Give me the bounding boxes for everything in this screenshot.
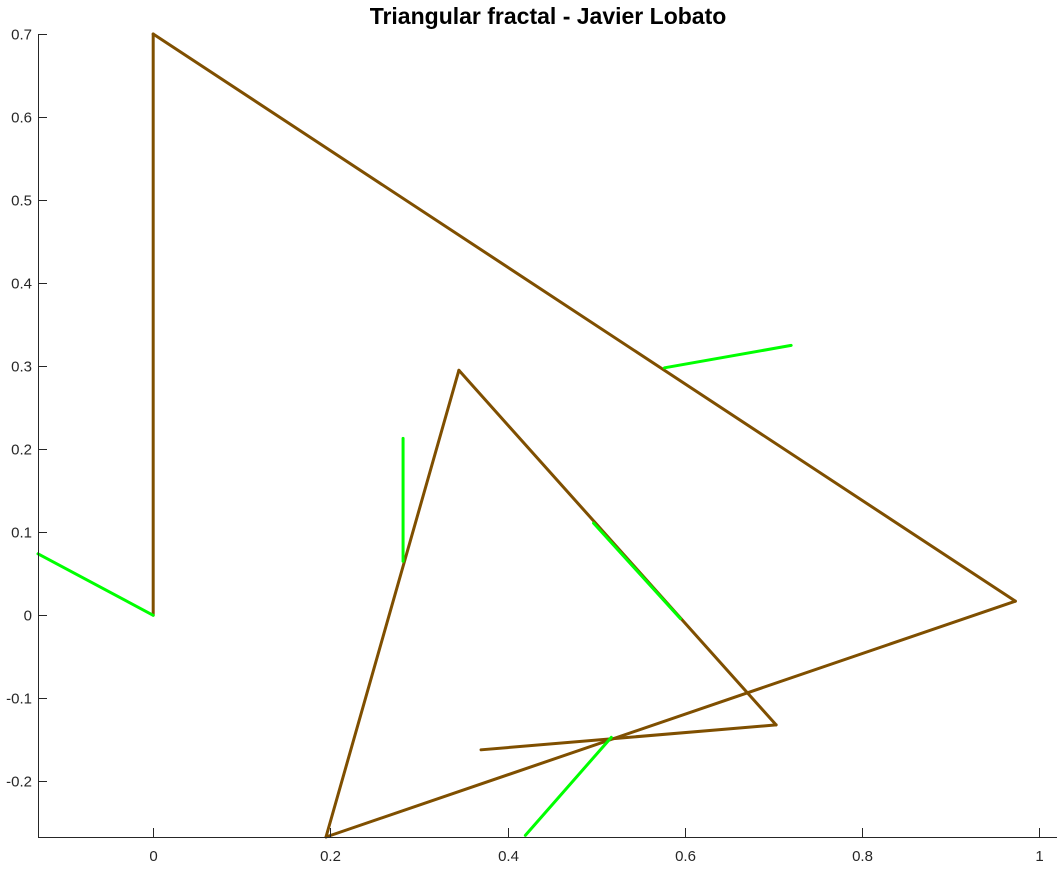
y-tick-label: 0.3 [11, 359, 32, 376]
series-1-segment-4 [523, 735, 613, 837]
y-tick-label: 0.5 [11, 193, 32, 210]
series-0-segment-2 [324, 599, 1017, 839]
series-0-segment-1 [151, 32, 1017, 603]
y-tick-label: 0 [24, 608, 32, 625]
plot-area [36, 32, 1017, 839]
x-tick-label: 0.8 [852, 848, 873, 865]
series-1-segment-3 [592, 521, 682, 621]
series-0-segment-3 [324, 368, 461, 839]
y-tick-label: 0.2 [11, 442, 32, 459]
y-tick-label: -0.2 [6, 774, 32, 791]
x-tick-label: 0.2 [320, 848, 341, 865]
y-axis-ticks: 0.7 0.6 0.5 0.4 0.3 0.2 0.1 0 -0.1 -0.2 [6, 27, 47, 791]
x-tick-label: 0 [149, 848, 157, 865]
y-tick-label: -0.1 [6, 691, 32, 708]
series-1-segment-0 [36, 552, 155, 617]
y-tick-label: 0.4 [11, 276, 32, 293]
y-tick-label: 0.1 [11, 525, 32, 542]
series-1 [36, 343, 793, 837]
y-tick-label: 0.7 [11, 27, 32, 44]
axes [38, 34, 1057, 838]
x-axis-ticks: 0 0.2 0.4 0.6 0.8 1 [149, 828, 1044, 865]
x-tick-label: 0.6 [675, 848, 696, 865]
chart-title: Triangular fractal - Javier Lobato [370, 3, 727, 29]
series-0-segment-5 [479, 723, 778, 752]
series-1-segment-2 [662, 343, 793, 370]
y-tick-label: 0.6 [11, 110, 32, 127]
x-tick-label: 0.4 [498, 848, 519, 865]
x-tick-label: 1 [1035, 848, 1043, 865]
